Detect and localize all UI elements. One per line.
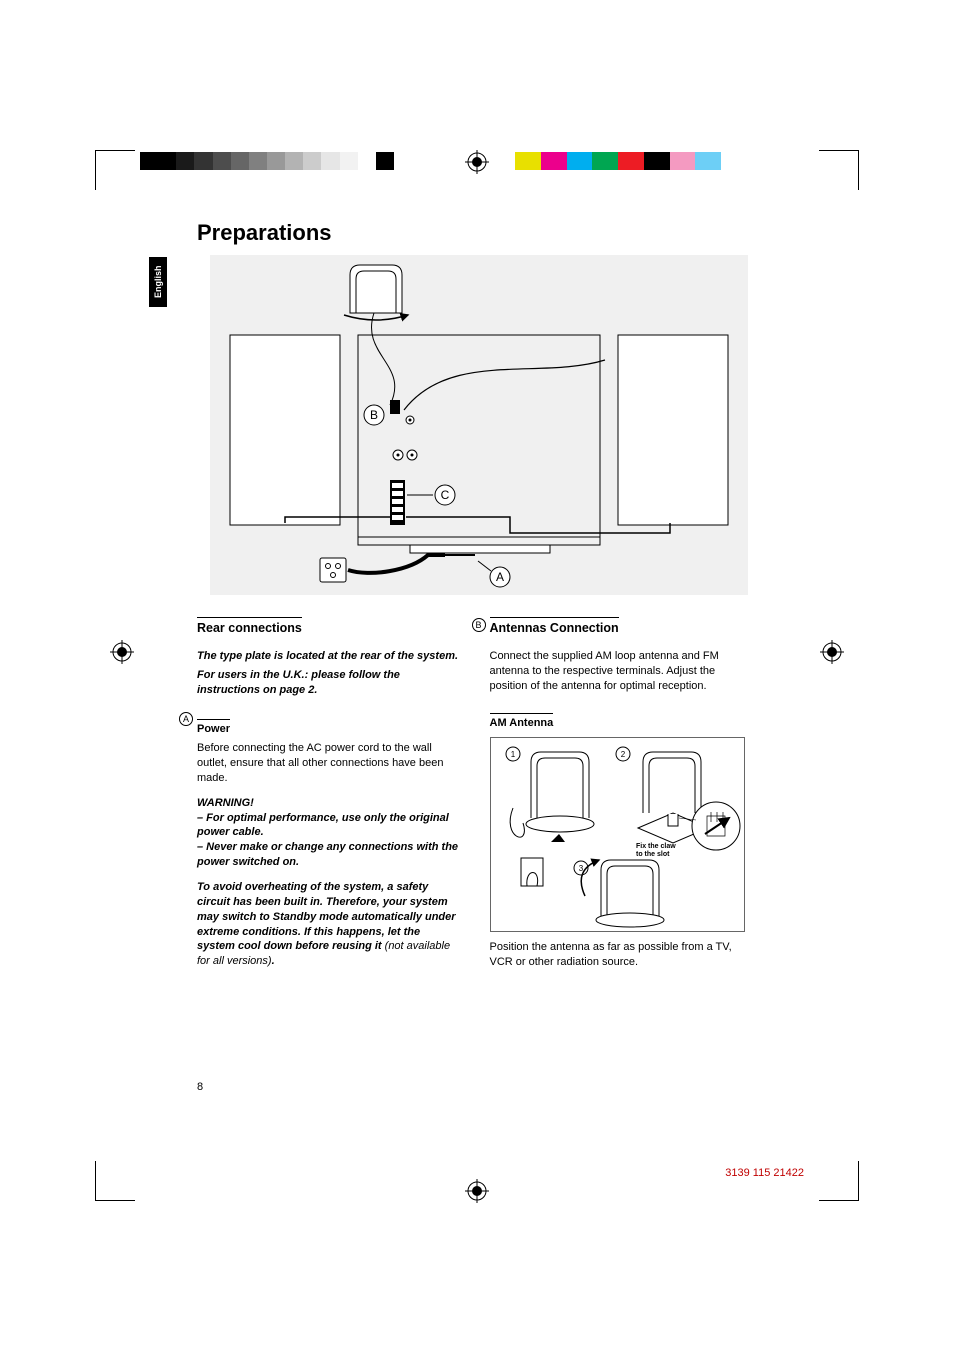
rear-connections-heading: Rear connections bbox=[197, 617, 302, 637]
registration-mark-top bbox=[465, 150, 489, 174]
registration-mark-right bbox=[820, 640, 844, 664]
antennas-connection-heading: Antennas Connection bbox=[490, 617, 619, 637]
antennas-body: Connect the supplied AM loop antenna and… bbox=[490, 649, 753, 694]
figure-label-b: B bbox=[370, 408, 378, 422]
registration-mark-left bbox=[110, 640, 134, 664]
colorbar-color bbox=[515, 152, 747, 170]
warning-heading: WARNING! bbox=[197, 796, 460, 811]
uk-note: For users in the U.K.: please follow the… bbox=[197, 668, 460, 698]
am-body: Position the antenna as far as possible … bbox=[490, 940, 753, 970]
am-antenna-heading: AM Antenna bbox=[490, 713, 554, 731]
rear-connections-figure: B C A bbox=[210, 255, 748, 595]
power-body: Before connecting the AC power cord to t… bbox=[197, 741, 460, 786]
registration-mark-bottom bbox=[465, 1179, 489, 1203]
warning-item-1: – For optimal performance, use only the … bbox=[197, 811, 460, 841]
crop-mark-bl bbox=[95, 1161, 135, 1201]
am-antenna-figure: 1 2 bbox=[490, 737, 745, 932]
left-column: Rear connections The type plate is locat… bbox=[197, 617, 460, 970]
am-note-line2: to the slot bbox=[636, 851, 670, 858]
right-column: B Antennas Connection Connect the suppli… bbox=[490, 617, 753, 970]
crop-mark-br bbox=[819, 1161, 859, 1201]
content-columns: Rear connections The type plate is locat… bbox=[197, 617, 752, 970]
overheat-end: . bbox=[272, 955, 275, 967]
power-heading: Power bbox=[197, 719, 230, 737]
am-note-line1: Fix the claw bbox=[636, 843, 676, 850]
am-step-1: 1 bbox=[510, 750, 515, 759]
antenna-label-circle: B bbox=[472, 618, 486, 632]
colorbar-grayscale bbox=[140, 152, 412, 170]
warning-item-2: – Never make or change any connections w… bbox=[197, 840, 460, 870]
page-title: Preparations bbox=[197, 220, 332, 246]
document-id: 3139 115 21422 bbox=[725, 1167, 804, 1179]
overheat-note: To avoid overheating of the system, a sa… bbox=[197, 880, 460, 969]
figure-label-c: C bbox=[441, 488, 450, 502]
language-tab: English bbox=[149, 257, 167, 307]
crop-mark-tl bbox=[95, 150, 135, 190]
type-plate-note: The type plate is located at the rear of… bbox=[197, 649, 460, 664]
page-number: 8 bbox=[197, 1081, 203, 1093]
figure-label-a: A bbox=[496, 570, 504, 584]
crop-mark-tr bbox=[819, 150, 859, 190]
am-step-2: 2 bbox=[620, 750, 625, 759]
power-label-circle: A bbox=[179, 712, 193, 726]
